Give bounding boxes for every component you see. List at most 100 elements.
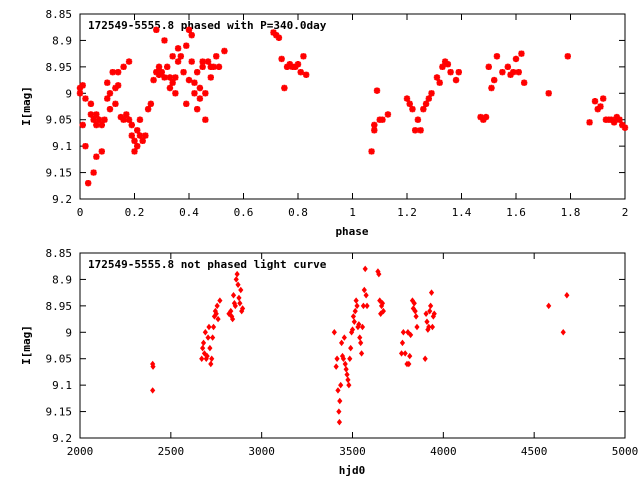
unphased-data-point xyxy=(426,323,432,331)
unphased-data-point xyxy=(431,310,437,318)
unphased-data-point xyxy=(379,299,386,307)
unphased-data-point xyxy=(412,307,418,315)
phased-data-point xyxy=(452,76,460,84)
unphased-data-point xyxy=(232,302,238,310)
phased-y-tick-label: 8.9 xyxy=(52,34,72,47)
phased-data-points xyxy=(76,26,629,187)
phased-data-point xyxy=(169,53,176,60)
phased-data-point xyxy=(104,95,111,102)
phased-data-point xyxy=(406,100,413,108)
unphased-data-point xyxy=(560,329,566,336)
unphased-data-point xyxy=(343,366,349,373)
unphased-data-point xyxy=(358,339,364,347)
unphased-data-point xyxy=(428,302,434,310)
unphased-data-point xyxy=(239,305,246,312)
unphased-data-point xyxy=(346,381,352,389)
unphased-data-point xyxy=(233,276,239,283)
unphased-data-point xyxy=(405,329,411,336)
unphased-y-tick-label: 9.15 xyxy=(46,406,73,419)
phased-y-tick-label: 9.2 xyxy=(52,193,72,206)
phased-data-point xyxy=(414,116,422,123)
unphased-x-tick-label: 3500 xyxy=(339,445,366,458)
unphased-data-point xyxy=(230,315,236,323)
phased-data-point xyxy=(131,137,138,145)
unphased-x-tick-label: 5000 xyxy=(612,445,639,458)
phased-data-point xyxy=(174,45,182,52)
phased-data-point xyxy=(204,58,212,65)
phased-data-point xyxy=(510,68,517,76)
phased-data-point xyxy=(125,58,133,65)
unphased-data-point xyxy=(210,334,216,341)
phased-data-point xyxy=(439,63,446,71)
phased-data-point xyxy=(499,68,506,76)
phased-y-tick-label: 9.1 xyxy=(52,140,72,153)
unphased-data-point xyxy=(150,363,156,370)
unphased-data-point xyxy=(357,334,363,341)
phased-data-point xyxy=(621,124,629,131)
unphased-data-point xyxy=(237,299,243,307)
phased-data-point xyxy=(610,119,618,126)
unphased-data-point xyxy=(336,408,342,415)
unphased-data-point xyxy=(209,355,215,362)
unphased-data-point xyxy=(150,387,156,394)
phased-chart-title: 172549-5555.8 phased with P=340.0day xyxy=(88,19,327,32)
unphased-y-axis-label: I[mag] xyxy=(20,325,33,365)
phased-data-point xyxy=(512,55,520,63)
phased-axis-ticks: 0 0.2 0.4 0.6 0.8 1 1.2 1.4 1.6 1.8 2 8.85 8.9 8.95 9 9… xyxy=(46,8,629,219)
phased-data-point xyxy=(155,63,163,71)
phased-data-point xyxy=(297,68,304,76)
phased-data-point xyxy=(161,37,168,44)
phased-data-point xyxy=(134,127,141,134)
unphased-data-point xyxy=(349,326,356,333)
phased-data-point xyxy=(300,53,307,60)
phased-data-point xyxy=(188,58,195,65)
unphased-data-point xyxy=(408,331,414,339)
phased-data-point xyxy=(164,63,171,71)
phased-data-point xyxy=(482,113,490,121)
phased-data-point xyxy=(166,74,174,81)
phased-data-point xyxy=(185,76,193,84)
phased-data-point xyxy=(411,127,419,134)
phased-data-point xyxy=(480,116,487,123)
unphased-data-point xyxy=(564,292,570,299)
phased-data-point xyxy=(169,79,176,86)
unphased-data-point xyxy=(398,350,405,357)
phased-data-point xyxy=(193,68,201,76)
phased-data-point xyxy=(379,116,386,123)
unphased-data-point xyxy=(335,387,341,394)
phased-data-point xyxy=(273,31,280,39)
phased-data-point xyxy=(172,90,179,97)
unphased-x-tick-label: 2500 xyxy=(158,445,185,458)
unphased-data-point xyxy=(427,307,433,315)
phased-data-point xyxy=(180,68,187,76)
unphased-y-tick-label: 9.2 xyxy=(52,432,72,445)
unphased-data-point xyxy=(340,355,347,362)
phased-data-point xyxy=(485,63,492,71)
phased-data-point xyxy=(199,58,206,65)
unphased-axis-ticks: 2000 2500 3000 3500 4000 4500 5000 8.85 8.9 8.95 9… xyxy=(46,247,639,458)
unphased-data-point xyxy=(207,344,213,352)
phased-data-point xyxy=(87,100,95,108)
phased-x-tick-label: 0.2 xyxy=(125,206,145,219)
phased-data-point xyxy=(153,26,160,34)
unphased-data-point xyxy=(363,292,369,299)
phased-data-point xyxy=(504,63,512,71)
unphased-data-point xyxy=(354,302,360,310)
phased-data-point xyxy=(90,169,97,176)
unphased-data-point xyxy=(377,297,383,304)
phased-chart: 172549-5555.8 phased with P=340.0day pha… xyxy=(20,8,628,238)
phased-data-point xyxy=(82,142,89,150)
unphased-data-point xyxy=(359,323,366,331)
phased-data-point xyxy=(221,47,228,55)
unphased-data-point xyxy=(376,270,382,278)
phased-data-point xyxy=(106,90,114,97)
phased-x-tick-label: 1.4 xyxy=(452,206,472,219)
phased-data-point xyxy=(586,119,593,126)
phased-data-point xyxy=(87,111,95,118)
unphased-data-point xyxy=(204,352,210,360)
unphased-data-point xyxy=(350,313,357,320)
unphased-data-point xyxy=(338,381,344,389)
phased-data-point xyxy=(82,95,89,102)
phased-y-tick-label: 8.95 xyxy=(46,61,73,74)
